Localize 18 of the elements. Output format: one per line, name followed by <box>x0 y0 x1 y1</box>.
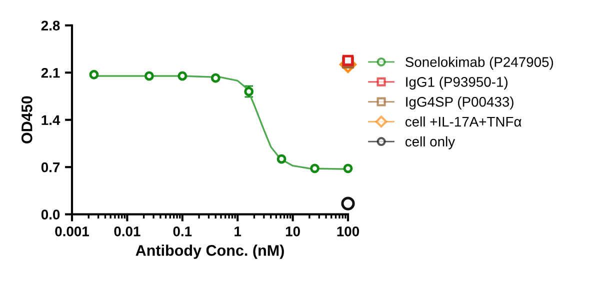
x-tick-label: 0.1 <box>173 226 192 236</box>
legend-label: IgG1 (P93950-1) <box>406 76 508 90</box>
x-tick-label: 0.01 <box>114 226 140 236</box>
y-tick-label: 0.7 <box>41 162 60 172</box>
y-tick-label: 2.1 <box>41 68 60 78</box>
x-tick-label: 10 <box>286 226 300 236</box>
legend-label: cell only <box>405 136 456 150</box>
y-tick-label: 0.0 <box>41 210 60 220</box>
legend-label: Sonelokimab (P247905) <box>406 56 554 70</box>
x-tick-label: 100 <box>337 226 360 236</box>
y-tick-label: 1.4 <box>42 115 60 125</box>
y-axis-title: OD450 <box>21 96 32 144</box>
x-tick-label: 0.001 <box>55 226 89 236</box>
x-axis-title: Antibody Conc. (nM) <box>136 244 284 259</box>
legend-label: cell +IL-17A+TNFα <box>405 116 522 127</box>
x-tick-label: 1 <box>234 226 242 236</box>
y-tick-label: 2.8 <box>41 20 60 31</box>
legend-label: IgG4SP (P00433) <box>406 96 514 110</box>
